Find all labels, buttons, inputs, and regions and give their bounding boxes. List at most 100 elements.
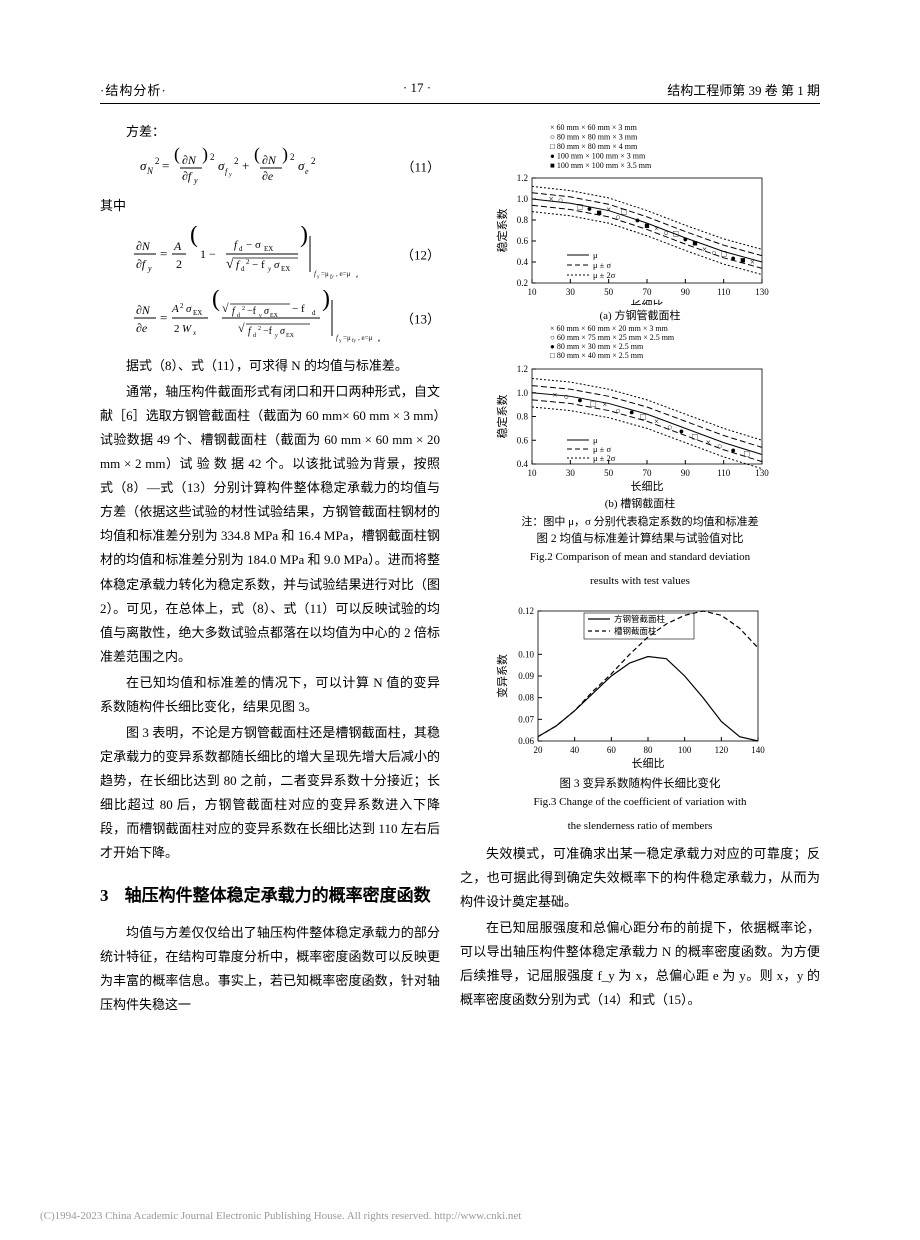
left-column: 方差： σ N 2 = ( ∂N ∂f y ) 2 σ f y 2 + ( ∂N	[100, 120, 440, 1019]
svg-text:fy: fy	[330, 275, 334, 280]
svg-text:□: □	[577, 201, 583, 211]
svg-text:μ ± 2σ: μ ± 2σ	[593, 270, 616, 280]
eq11-num: （11）	[401, 157, 440, 176]
equation-11: σ N 2 = ( ∂N ∂f y ) 2 σ f y 2 + ( ∂N ∂e	[100, 146, 440, 186]
svg-text:(: (	[212, 290, 220, 312]
svg-text:10: 10	[528, 287, 538, 297]
svg-text:e: e	[378, 339, 381, 344]
svg-text:×: ×	[602, 400, 607, 410]
svg-text:1.0: 1.0	[517, 388, 529, 398]
svg-text:●: ●	[731, 445, 736, 455]
variance-label: 方差：	[100, 120, 440, 144]
svg-text:2: 2	[210, 152, 215, 162]
svg-text:100: 100	[678, 745, 692, 755]
svg-text:√: √	[222, 301, 229, 315]
fig3-caption-cn: 图 3 变异系数随构件长细比变化	[460, 776, 820, 793]
svg-text:●: ●	[587, 203, 592, 213]
svg-text:d: d	[239, 245, 243, 253]
svg-text:长细比: 长细比	[631, 480, 664, 493]
svg-text:∂N: ∂N	[136, 239, 151, 253]
para-2: 通常，轴压构件截面形式有闭口和开口两种形式，自文献［6］选取方钢管截面柱（截面为…	[100, 380, 440, 669]
svg-text:0.08: 0.08	[518, 693, 534, 703]
fig2b-subtitle: (b) 槽钢截面柱	[490, 495, 790, 511]
svg-text:): )	[322, 290, 330, 312]
fig3-caption-en1: Fig.3 Change of the coefficient of varia…	[460, 795, 820, 810]
svg-text:长细比: 长细比	[631, 299, 664, 305]
svg-text:70: 70	[643, 468, 653, 478]
svg-text:∂N: ∂N	[136, 303, 151, 317]
svg-text:○: ○	[667, 422, 672, 432]
svg-text:y: y	[274, 333, 278, 339]
svg-text:长细比: 长细比	[632, 757, 665, 770]
para-3: 在已知均值和标准差的情况下，可以计算 N 值的变异系数随构件长细比变化，结果见图…	[100, 671, 440, 719]
svg-text:y: y	[267, 265, 272, 273]
svg-text:, e=μ: , e=μ	[358, 334, 373, 342]
svg-text:μ: μ	[593, 250, 598, 260]
equation-12: ∂N ∂f y = A 2 ( 1 − fd − σEX √ fd2 − fy …	[100, 226, 440, 282]
svg-text:EX: EX	[286, 333, 295, 339]
svg-text:2: 2	[311, 156, 316, 166]
svg-text:×: ×	[750, 257, 755, 267]
svg-text:e: e	[356, 275, 359, 280]
fig2-caption-cn: 图 2 均值与标准差计算结果与试验值对比	[460, 531, 820, 548]
page-header: ·结构分析· · 17 · 结构工程师第 39 卷 第 1 期	[100, 80, 820, 104]
para-1: 据式（8）、式（11），可求得 N 的均值与标准差。	[100, 354, 440, 378]
svg-text:110: 110	[717, 468, 731, 478]
svg-text:μ ± 2σ: μ ± 2σ	[593, 453, 616, 463]
svg-text:□: □	[692, 432, 698, 442]
svg-text:σ: σ	[186, 303, 192, 315]
svg-text:●: ●	[635, 215, 640, 225]
svg-text:50: 50	[604, 468, 614, 478]
header-page-num: · 17 ·	[403, 80, 431, 99]
header-left: ·结构分析·	[100, 80, 167, 99]
svg-text:×: ×	[654, 223, 659, 233]
svg-text:): )	[282, 146, 288, 165]
svg-text:20: 20	[534, 745, 544, 755]
svg-text:2: 2	[180, 302, 184, 310]
svg-text:●: ●	[679, 426, 684, 436]
svg-text:60: 60	[607, 745, 617, 755]
svg-text:∂e: ∂e	[136, 321, 148, 335]
svg-text:■: ■	[644, 220, 649, 230]
svg-text:90: 90	[681, 287, 691, 297]
svg-text:2: 2	[242, 306, 245, 312]
svg-text:40: 40	[570, 745, 580, 755]
svg-text:A: A	[171, 303, 179, 315]
svg-text:1.0: 1.0	[517, 194, 529, 204]
svg-text:●: ●	[629, 407, 634, 417]
where-label: 其中	[100, 194, 440, 218]
svg-text:∂f: ∂f	[182, 169, 193, 183]
svg-text:0.6: 0.6	[517, 236, 529, 246]
svg-text:0.8: 0.8	[517, 412, 529, 422]
svg-text:□ 80 mm × 40 mm × 2.5 mm: □ 80 mm × 40 mm × 2.5 mm	[550, 351, 644, 360]
svg-text:0.06: 0.06	[518, 736, 534, 746]
svg-text:f: f	[248, 326, 252, 337]
fig2-note: 注：图中 μ，σ 分别代表稳定系数的均值和标准差	[460, 513, 820, 529]
svg-text:2: 2	[155, 156, 160, 166]
svg-text:0.4: 0.4	[517, 257, 529, 267]
figure-3: 204060801001201400.060.070.080.090.100.1…	[490, 599, 790, 774]
svg-text:σ: σ	[298, 158, 305, 173]
svg-text:(: (	[254, 146, 260, 165]
fig2-caption-en1: Fig.2 Comparison of mean and standard de…	[460, 550, 820, 565]
svg-text:30: 30	[566, 468, 576, 478]
svg-text:=μ: =μ	[343, 334, 351, 342]
svg-text:0.07: 0.07	[518, 714, 534, 724]
svg-text:○: ○	[558, 195, 563, 205]
svg-text:■: ■	[596, 208, 601, 218]
svg-text:0.10: 0.10	[518, 649, 534, 659]
svg-text:50: 50	[604, 287, 614, 297]
svg-text:y: y	[317, 275, 320, 280]
fig2-caption-en2: results with test values	[460, 574, 820, 589]
svg-text:稳定系数: 稳定系数	[495, 209, 509, 253]
svg-text:○: ○	[663, 228, 668, 238]
svg-text:d: d	[253, 333, 256, 339]
svg-text:2: 2	[258, 326, 261, 332]
svg-text:0.6: 0.6	[517, 435, 529, 445]
svg-text:√: √	[226, 257, 234, 272]
content-columns: 方差： σ N 2 = ( ∂N ∂f y ) 2 σ f y 2 + ( ∂N	[100, 120, 820, 1019]
svg-text:80: 80	[644, 745, 654, 755]
svg-text:x: x	[192, 329, 197, 337]
svg-text:□ 80 mm × 80 mm × 4 mm: □ 80 mm × 80 mm × 4 mm	[550, 142, 638, 151]
svg-text:1.2: 1.2	[517, 173, 528, 183]
